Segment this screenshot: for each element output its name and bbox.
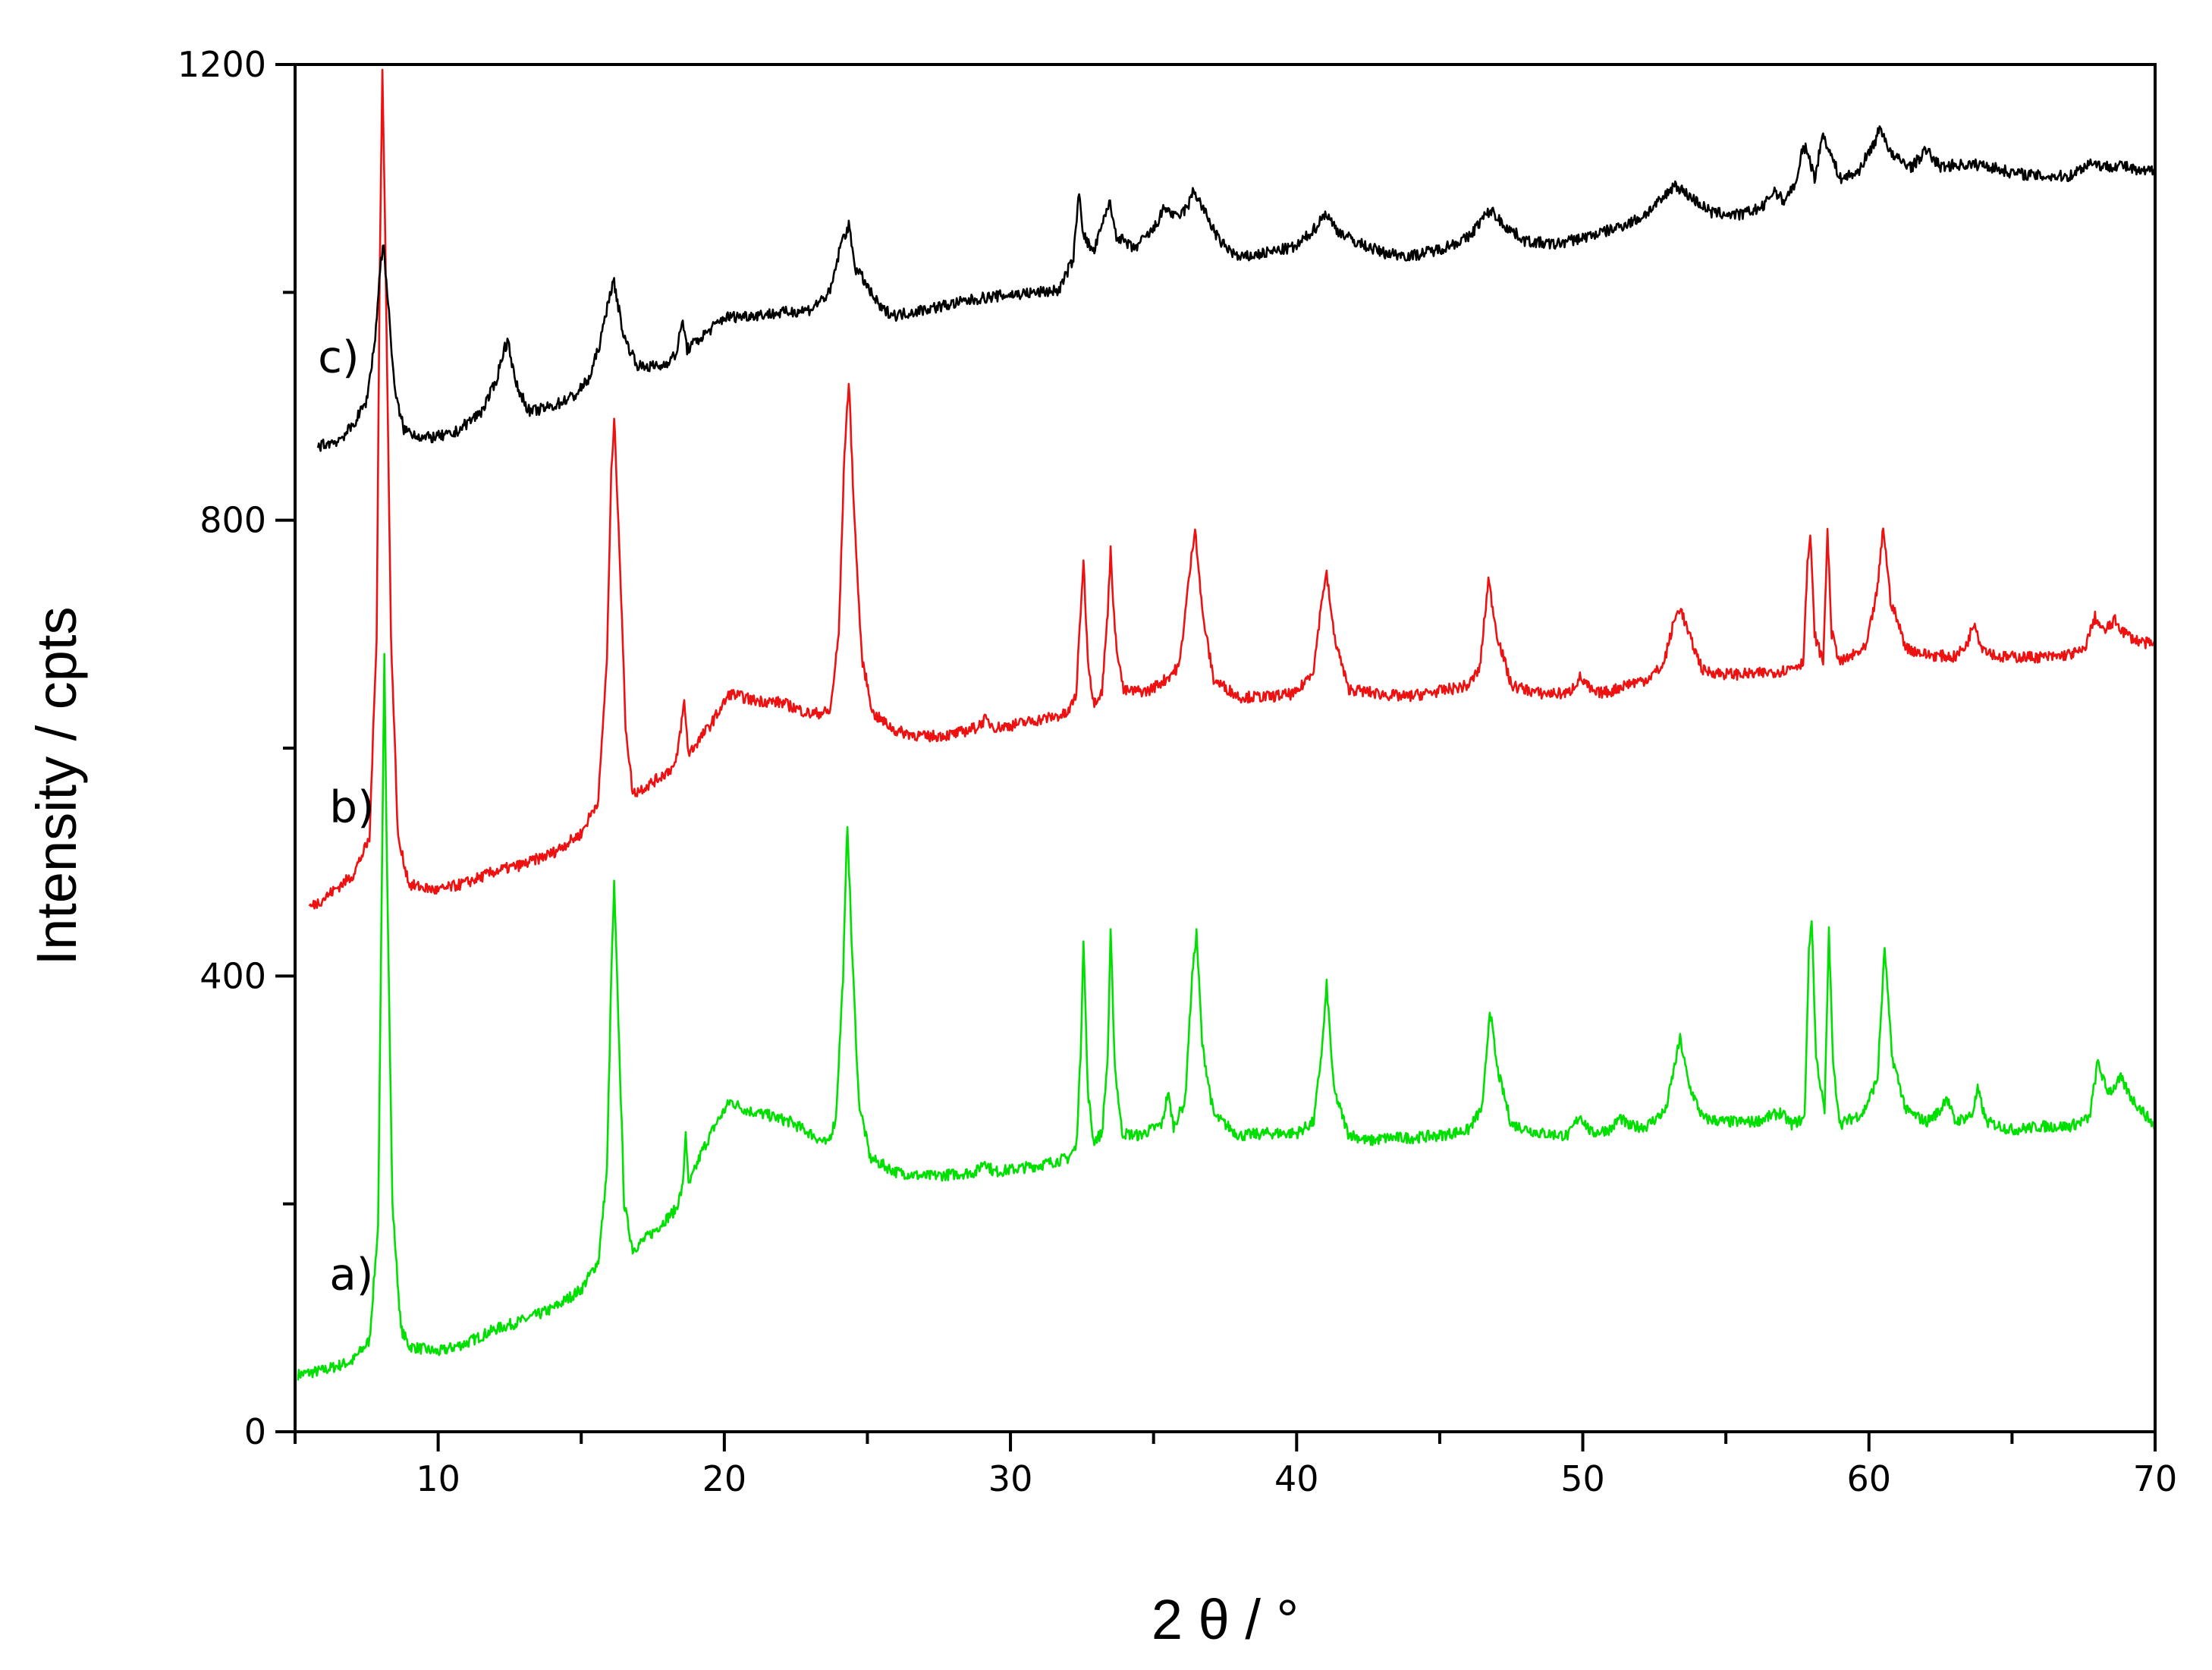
x-tick-label: 60	[1846, 1458, 1891, 1499]
y-tick-label: 1200	[178, 44, 266, 85]
y-axis-title: Intensity / cpts	[25, 607, 88, 966]
x-tick-label: 10	[416, 1458, 460, 1499]
series-line-0	[297, 653, 2157, 1381]
series-layer	[297, 68, 2157, 1381]
series-label-0: a)	[329, 1248, 373, 1300]
y-axis: 0 400 800 1200	[178, 44, 295, 1452]
series-line-2	[316, 125, 2156, 452]
x-tick-label: 20	[702, 1458, 747, 1499]
plot-frame	[294, 63, 2157, 1433]
series-line-1	[308, 68, 2157, 910]
x-tick-label: 70	[2133, 1458, 2178, 1499]
series-label-1: b)	[329, 782, 374, 833]
y-tick-label: 400	[200, 955, 266, 996]
x-axis-title: 2 θ / °	[1152, 1588, 1299, 1651]
y-tick-label: 800	[200, 500, 266, 541]
x-tick-label: 30	[988, 1458, 1033, 1499]
y-tick-label: 0	[244, 1411, 266, 1452]
series-labels: a) b) c)	[318, 331, 375, 1300]
x-tick-label: 50	[1560, 1458, 1605, 1499]
x-tick-label: 40	[1274, 1458, 1319, 1499]
series-label-2: c)	[318, 331, 360, 382]
x-axis: 10 20 30 40 50 60 70	[294, 1432, 2178, 1499]
